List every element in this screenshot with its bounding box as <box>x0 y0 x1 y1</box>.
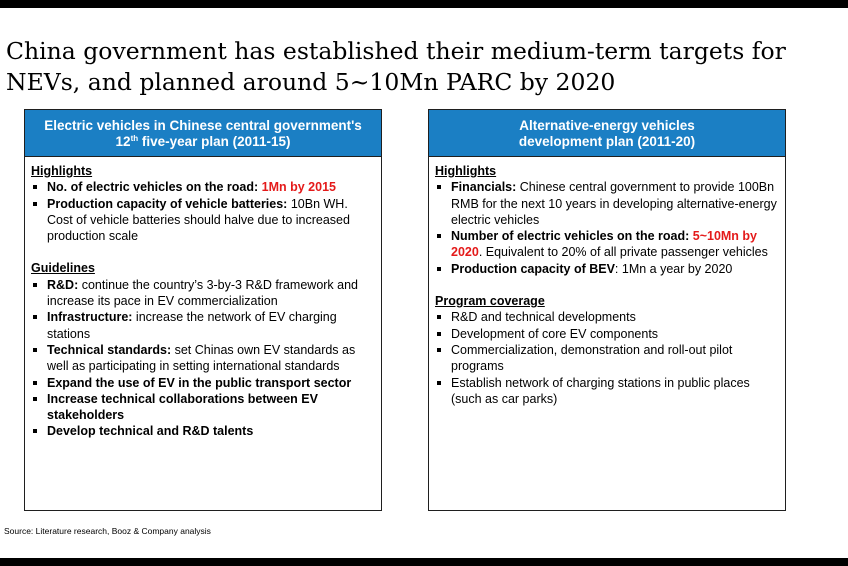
right-header-line1: Alternative-energy vehicles <box>519 118 695 133</box>
list-item: Financials: Chinese central government t… <box>435 179 779 228</box>
list-item: Commercialization, demonstration and rol… <box>435 342 779 375</box>
left-header-line2: 12th five-year plan (2011-15) <box>25 134 381 150</box>
list-item: Development of core EV components <box>435 326 779 342</box>
left-panel-body: Highlights No. of electric vehicles on t… <box>25 157 381 440</box>
left-header-number: 12 <box>115 134 131 149</box>
list-item: Establish network of charging stations i… <box>435 375 779 408</box>
left-guidelines-title: Guidelines <box>31 261 95 276</box>
right-panel-body: Highlights Financials: Chinese central g… <box>429 157 785 407</box>
left-header-rest: five-year plan (2011-15) <box>138 134 291 149</box>
left-panel-header: Electric vehicles in Chinese central gov… <box>25 110 381 157</box>
right-program-list: R&D and technical developments Developme… <box>435 309 779 407</box>
list-item: R&D: continue the country’s 3-by-3 R&D f… <box>31 277 375 310</box>
list-item: Production capacity of vehicle batteries… <box>31 196 375 245</box>
right-highlights-list: Financials: Chinese central government t… <box>435 179 779 277</box>
list-item: Develop technical and R&D talents <box>31 423 375 439</box>
left-highlights-list: No. of electric vehicles on the road: 1M… <box>31 179 375 244</box>
top-border-bar <box>0 0 848 8</box>
left-header-line1: Electric vehicles in Chinese central gov… <box>44 118 362 133</box>
list-item: Production capacity of BEV: 1Mn a year b… <box>435 261 779 277</box>
left-guidelines-list: R&D: continue the country’s 3-by-3 R&D f… <box>31 277 375 440</box>
list-item: Increase technical collaborations betwee… <box>31 391 375 424</box>
list-item: Expand the use of EV in the public trans… <box>31 375 375 391</box>
left-panel: Electric vehicles in Chinese central gov… <box>24 109 382 511</box>
right-panel: Alternative-energy vehicles development … <box>428 109 786 511</box>
right-header-line2: development plan (2011-20) <box>518 134 696 149</box>
list-item: No. of electric vehicles on the road: 1M… <box>31 179 375 195</box>
list-item: Infrastructure: increase the network of … <box>31 309 375 342</box>
slide-title: China government has established their m… <box>6 37 786 96</box>
left-highlights-title: Highlights <box>31 164 93 178</box>
right-highlights-title: Highlights <box>435 164 497 178</box>
list-item: R&D and technical developments <box>435 309 779 325</box>
bottom-border-bar <box>0 558 848 566</box>
list-item: Number of electric vehicles on the road:… <box>435 228 779 261</box>
right-program-title: Program coverage <box>435 294 545 309</box>
source-note: Source: Literature research, Booz & Comp… <box>4 526 211 536</box>
right-panel-header: Alternative-energy vehicles development … <box>429 110 785 157</box>
list-item: Technical standards: set Chinas own EV s… <box>31 342 375 375</box>
left-header-superscript: th <box>130 134 139 143</box>
